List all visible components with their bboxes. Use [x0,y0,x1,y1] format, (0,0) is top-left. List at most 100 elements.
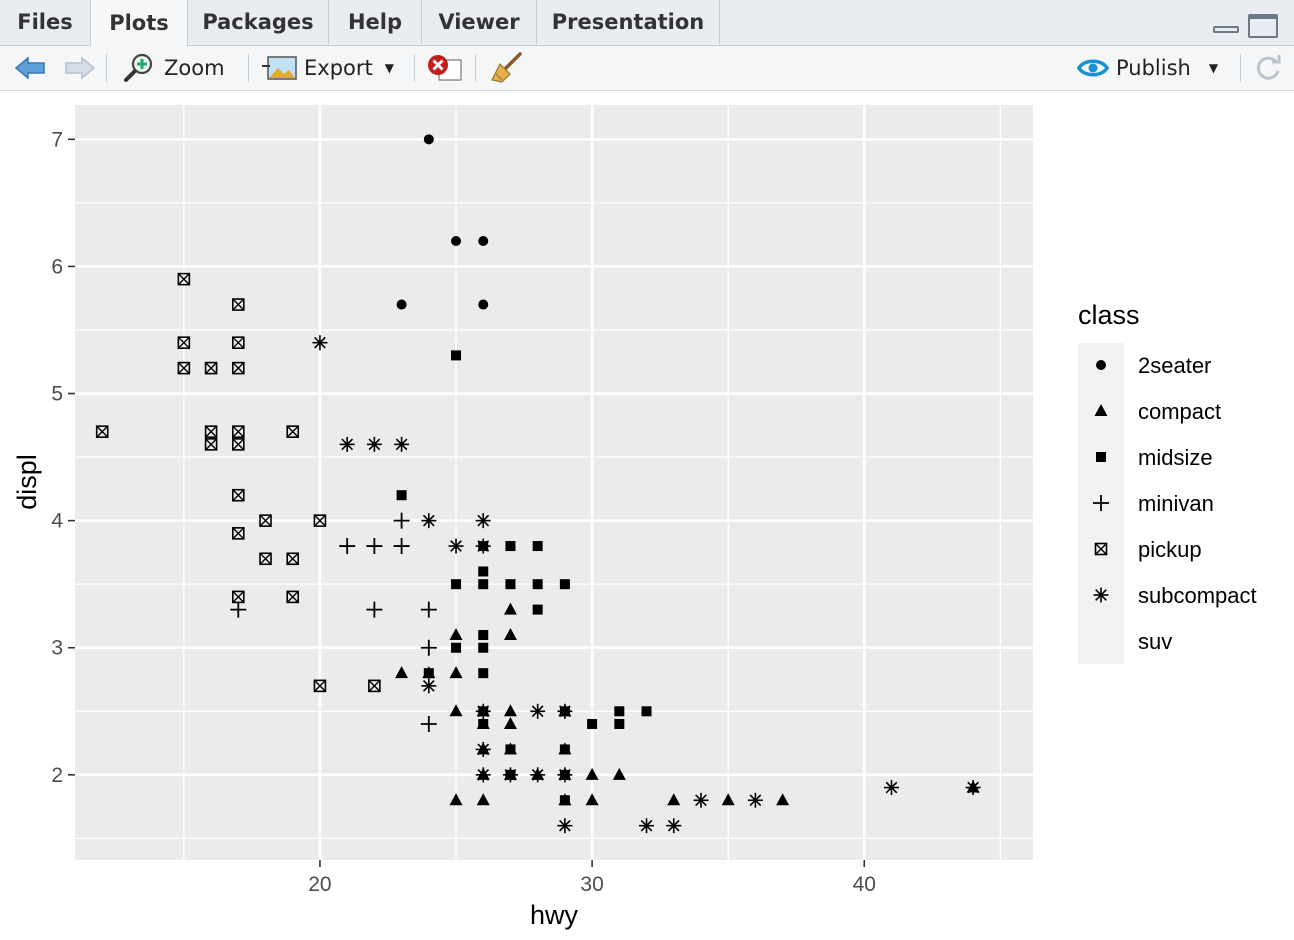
toolbar-separator [414,54,415,82]
point-subcompact [339,436,355,452]
y-tick-label: 7 [51,128,63,151]
point-subcompact [421,513,437,529]
point-minivan [420,601,437,618]
back-arrow-icon[interactable] [14,56,46,80]
point-midsize [396,490,407,501]
legend-label-suv: suv [1138,629,1172,654]
point-subcompact [557,703,573,719]
point-midsize [559,579,570,590]
refresh-icon[interactable] [1253,54,1283,84]
point-pickup [177,272,191,286]
point-midsize [451,579,462,590]
point-compact [776,793,790,806]
point-midsize [478,566,489,577]
point-pickup [231,425,245,438]
point-midsize [451,642,462,653]
legend-label-2seater: 2seater [1138,353,1211,378]
point-pickup [259,514,272,527]
point-midsize [478,642,489,653]
toolbar-separator [106,54,107,82]
legend-label-compact: compact [1138,399,1221,424]
y-tick-label: 6 [51,255,63,278]
point-minivan [366,538,383,555]
point-midsize [559,795,570,806]
point-minivan [230,601,247,618]
point-compact [503,628,517,641]
export-button[interactable]: Export ▼ [262,46,394,90]
point-compact [449,628,463,641]
point-subcompact [883,780,899,796]
point-pickup [204,361,218,375]
zoom-label: Zoom [164,56,225,80]
point-compact [476,793,490,806]
point-compact [449,666,463,679]
legend-label-minivan: minivan [1138,491,1214,516]
point-subcompact [366,436,382,452]
point-subcompact [502,767,518,783]
point-2seater [451,236,462,247]
point-compact [585,767,599,780]
point-midsize [559,744,570,755]
export-dropdown-caret-icon: ▼ [384,61,394,75]
zoom-magnifier-icon [124,53,153,82]
clear-all-plots-broom-icon[interactable] [490,52,524,84]
plot-canvas: 20 30 40 2 3 4 5 6 7 hwy displ class 2seater comp… [12,105,1257,930]
point-pickup [204,425,218,438]
point-subcompact [394,436,410,452]
point-2seater [396,299,407,310]
point-midsize [614,718,625,729]
point-pickup [231,527,245,540]
point-pickup [177,361,191,375]
tab-files[interactable]: Files [0,0,91,44]
forward-arrow-icon[interactable] [64,56,96,80]
point-pickup [231,438,245,451]
point-midsize [478,718,489,729]
tab-help[interactable]: Help [329,0,422,44]
point-midsize [478,630,489,641]
point-subcompact [693,792,709,808]
point-compact [503,704,517,717]
data-points [95,134,981,834]
toolbar-separator [475,54,476,82]
point-midsize [478,579,489,590]
legend: class 2seater compact midsize minivan pickup… [1078,300,1257,664]
tab-viewer[interactable]: Viewer [422,0,537,44]
tab-plots[interactable]: Plots [90,0,188,46]
point-pickup [286,590,300,604]
point-minivan [393,512,410,529]
x-tick-label: 40 [853,873,876,896]
publish-button[interactable]: Publish ▼ [1076,46,1218,90]
legend-label-pickup: pickup [1138,537,1202,562]
point-compact [503,716,517,729]
legend-label-subcompact: subcompact [1138,583,1257,608]
point-pickup [231,361,245,375]
point-minivan [420,715,437,732]
point-pickup [286,552,300,566]
toolbar-separator [1240,54,1241,82]
point-compact [721,793,735,806]
y-tick-label: 3 [51,637,63,660]
point-subcompact [421,678,437,694]
legend-key-subcompact [1093,587,1109,603]
remove-plot-icon[interactable] [427,54,463,82]
maximize-pane-icon[interactable] [1248,14,1278,38]
minimize-pane-icon[interactable] [1211,14,1239,36]
point-subcompact [666,818,682,834]
tab-presentation[interactable]: Presentation [537,0,720,44]
point-pickup [368,679,381,693]
point-subcompact [475,767,491,783]
point-minivan [339,538,356,555]
y-tick-label: 4 [51,510,63,533]
legend-title: class [1078,300,1140,330]
point-pickup [95,425,109,438]
publish-icon [1077,59,1109,77]
plot-panel [75,105,1033,860]
point-subcompact [475,741,491,757]
point-pickup [231,298,245,311]
toolbar-separator [248,54,249,82]
x-tick-label: 30 [580,873,603,896]
tab-packages[interactable]: Packages [188,0,329,44]
publish-label: Publish [1116,56,1191,80]
y-tick-label: 2 [51,764,63,787]
zoom-button[interactable]: Zoom [122,46,225,90]
